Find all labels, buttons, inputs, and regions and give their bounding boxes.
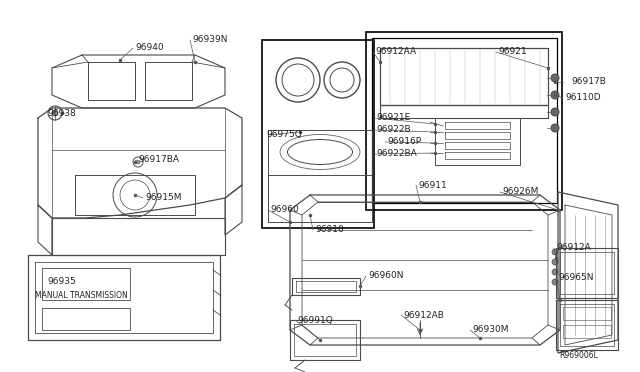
Circle shape: [552, 269, 558, 275]
Text: MANUAL TRANSMISSION: MANUAL TRANSMISSION: [35, 291, 128, 299]
Bar: [262, 40, 374, 228]
Text: 96926M: 96926M: [502, 187, 538, 196]
Text: 96917B: 96917B: [571, 77, 606, 87]
Text: 96916P: 96916P: [387, 138, 421, 147]
Text: 96910: 96910: [315, 225, 344, 234]
Circle shape: [552, 279, 558, 285]
Text: 96935: 96935: [47, 278, 76, 286]
Text: 96991Q: 96991Q: [297, 315, 333, 324]
Circle shape: [52, 110, 58, 116]
Bar: [372, 38, 557, 203]
Text: 96922BA: 96922BA: [376, 150, 417, 158]
Circle shape: [551, 91, 559, 99]
Text: 96921E: 96921E: [376, 113, 410, 122]
Text: 96965N: 96965N: [558, 273, 593, 282]
Text: 96922B: 96922B: [376, 125, 411, 135]
Circle shape: [552, 259, 558, 265]
Bar: [366, 32, 562, 210]
Text: 96975Q: 96975Q: [266, 131, 301, 140]
Text: 96915M: 96915M: [145, 193, 182, 202]
Text: 96960N: 96960N: [368, 272, 403, 280]
Text: R969006L: R969006L: [559, 352, 598, 360]
Text: 96939N: 96939N: [192, 35, 227, 45]
Circle shape: [551, 108, 559, 116]
Text: 96938: 96938: [47, 109, 76, 118]
Text: 96960: 96960: [270, 205, 299, 215]
Circle shape: [136, 160, 140, 164]
Text: 96110D: 96110D: [565, 93, 600, 103]
Text: 96921: 96921: [498, 48, 527, 57]
Text: 96912AB: 96912AB: [403, 311, 444, 320]
Circle shape: [551, 124, 559, 132]
Text: 96911: 96911: [418, 180, 447, 189]
Text: 96912A: 96912A: [556, 244, 591, 253]
Circle shape: [552, 249, 558, 255]
Text: 96912AA: 96912AA: [375, 48, 416, 57]
Text: 96930M: 96930M: [472, 326, 509, 334]
Text: 96917BA: 96917BA: [138, 155, 179, 164]
Text: 96940: 96940: [135, 44, 164, 52]
Circle shape: [551, 74, 559, 82]
